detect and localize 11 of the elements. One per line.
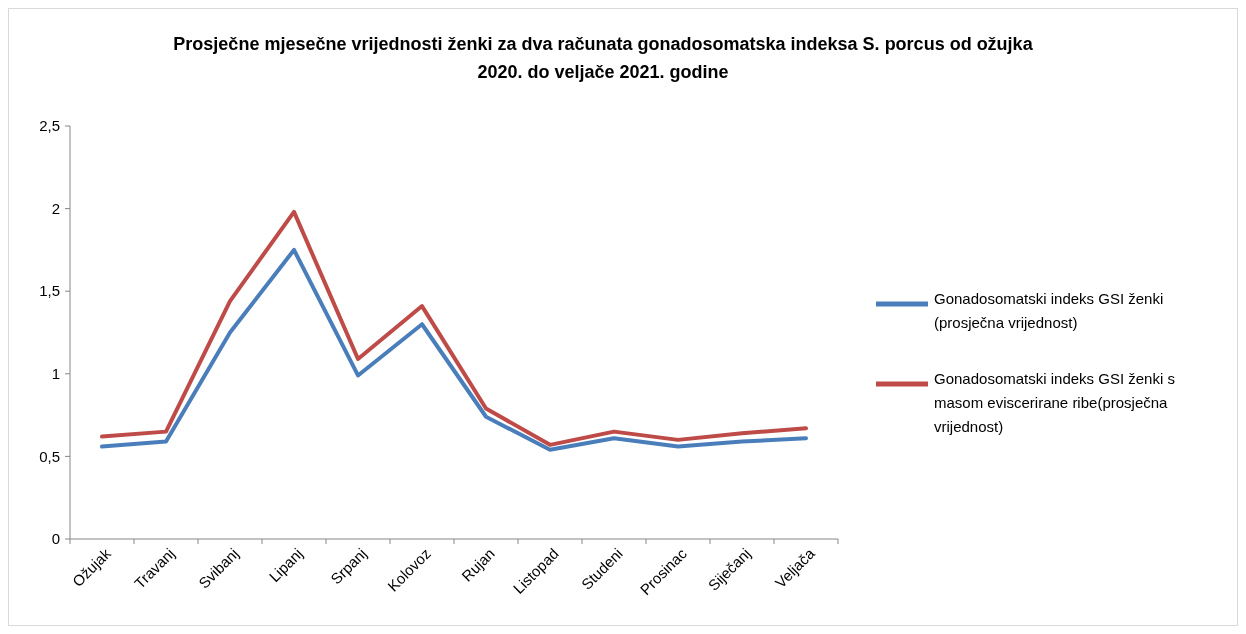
y-tick-label: 1 xyxy=(51,365,60,383)
y-tick-label: 0 xyxy=(51,530,60,548)
line-series xyxy=(100,209,808,447)
y-tick-label: 2,5 xyxy=(39,117,60,135)
chart-title: Prosječne mjesečne vrijednosti ženki za dva računata gonadosomatska indeksa S. porcus od ožujka 2020. do veljače 2021. godine xyxy=(173,34,1034,82)
y-tick-label: 0,5 xyxy=(39,447,60,465)
legend-label: Gonadosomatski indeks GSI ženki s masom eviscerirane ribe(prosječna vrijednost) xyxy=(934,370,1175,435)
y-tick-label: 2 xyxy=(51,199,60,217)
line-series xyxy=(100,247,808,452)
legend-label: Gonadosomatski indeks GSI ženki (prosječna vrijednost) xyxy=(934,290,1164,331)
y-tick-label: 1,5 xyxy=(39,282,60,300)
